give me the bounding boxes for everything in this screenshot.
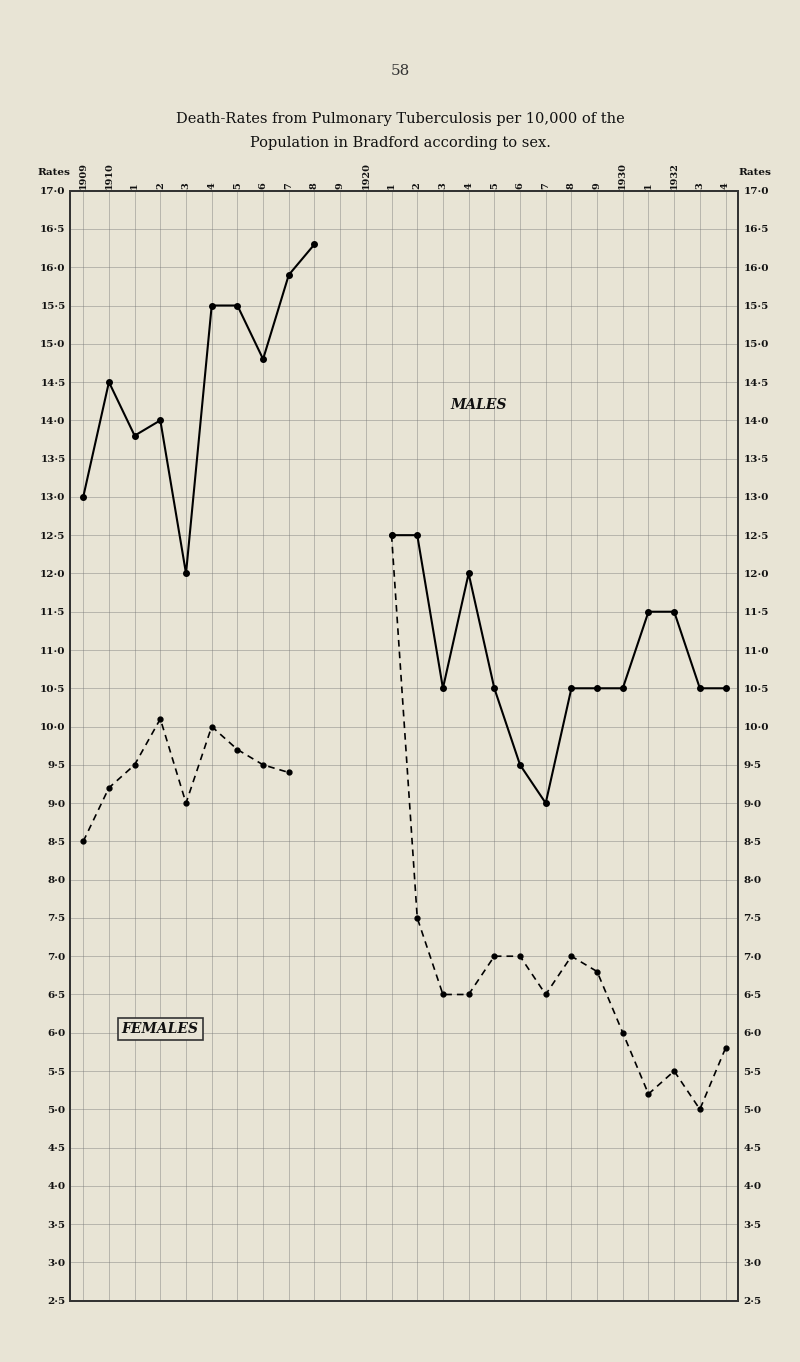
Text: Rates: Rates (37, 169, 70, 177)
Text: MALES: MALES (450, 398, 507, 413)
Text: Rates: Rates (739, 169, 772, 177)
Text: Population in Bradford according to sex.: Population in Bradford according to sex. (250, 136, 550, 150)
Text: FEMALES: FEMALES (122, 1022, 198, 1036)
Text: Death-Rates from Pulmonary Tuberculosis per 10,000 of the: Death-Rates from Pulmonary Tuberculosis … (176, 112, 624, 125)
Text: 58: 58 (390, 64, 410, 78)
